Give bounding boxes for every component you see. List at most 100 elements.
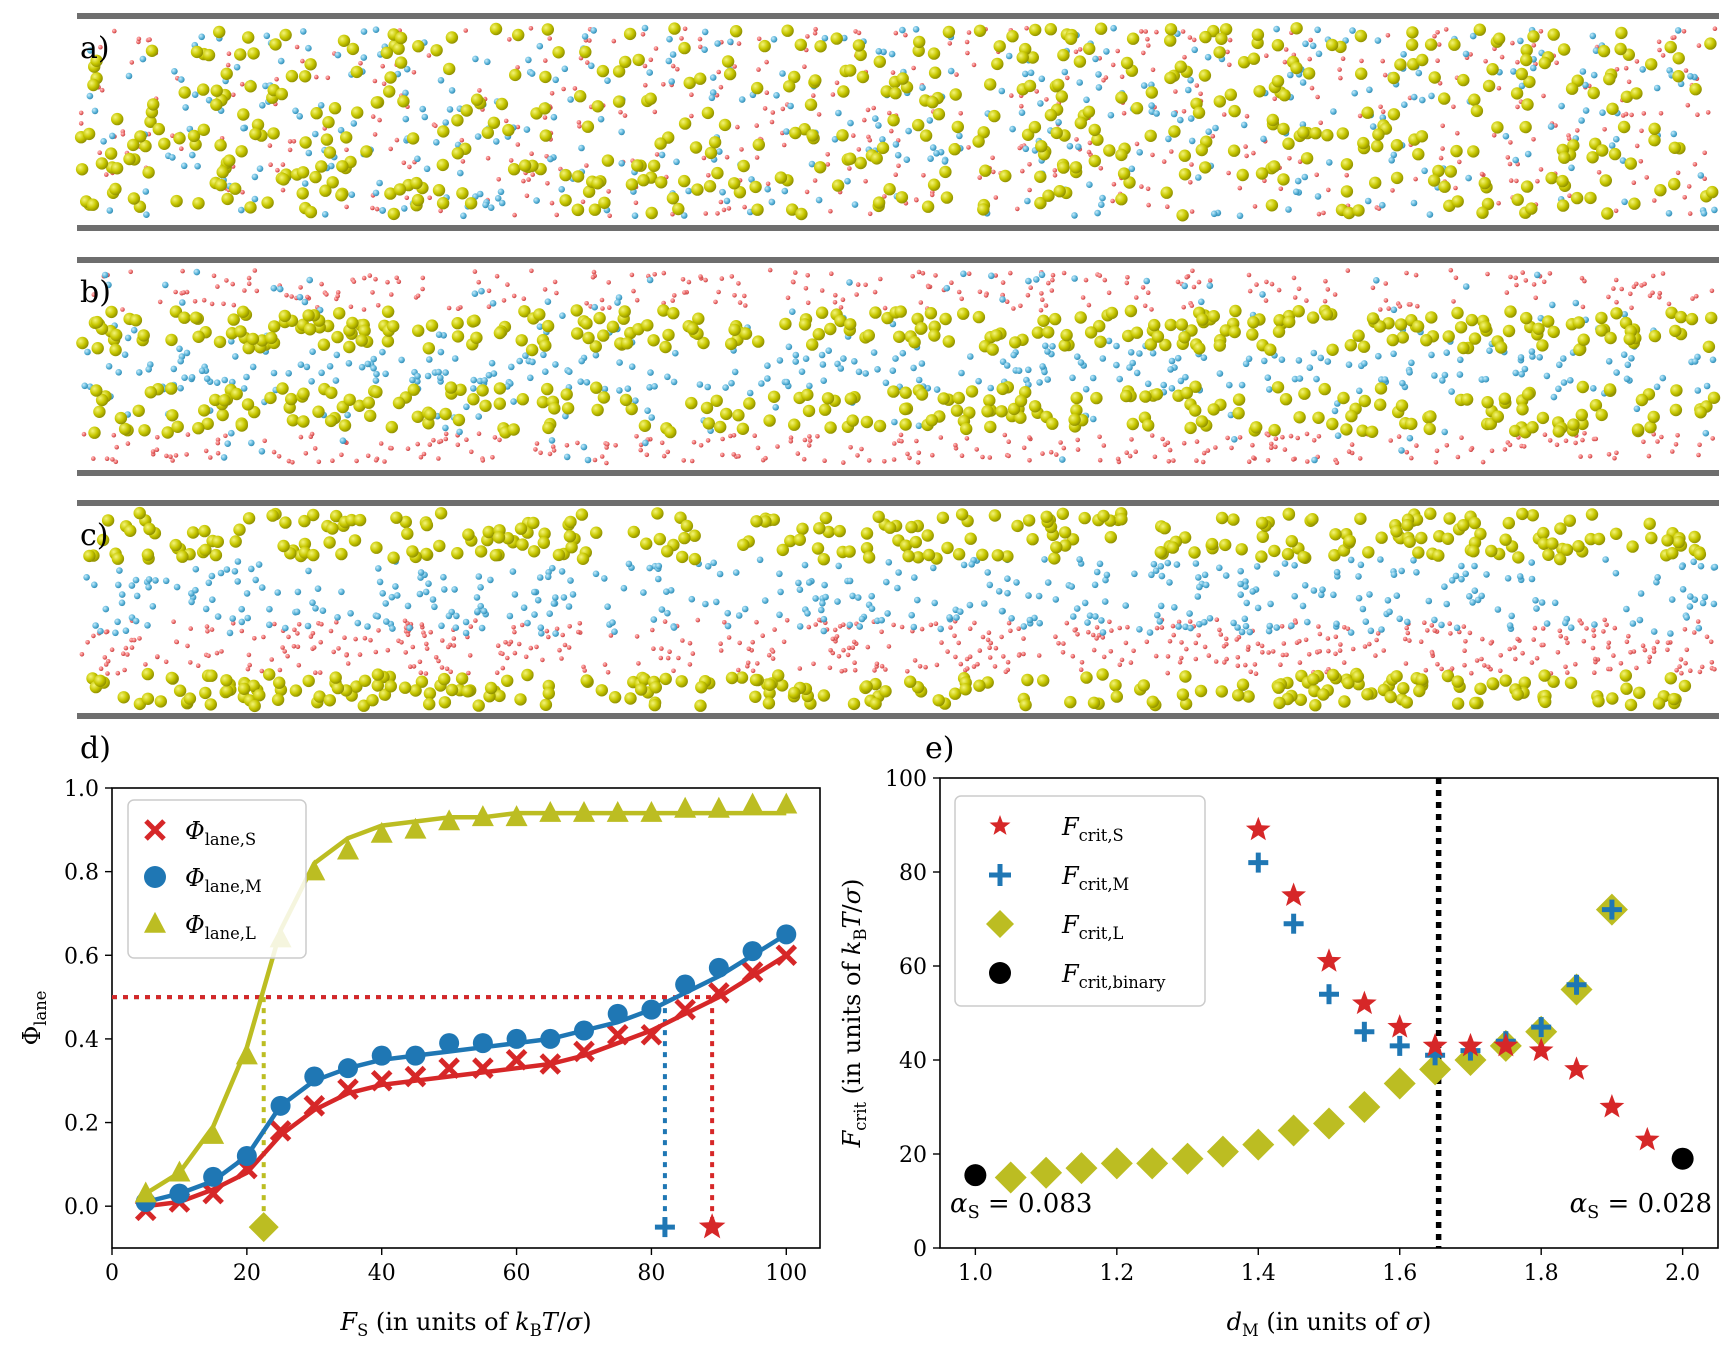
particle-s: [443, 436, 449, 442]
particle-s: [147, 37, 152, 42]
particle-m: [481, 377, 488, 384]
particle-m: [567, 96, 574, 103]
particle-s: [1469, 670, 1474, 676]
particle-s: [1048, 449, 1054, 455]
particle-s: [1189, 303, 1195, 308]
particle-s: [833, 292, 838, 298]
particle-s: [1647, 654, 1653, 660]
particle-m: [263, 32, 271, 40]
particle-l: [833, 524, 846, 538]
particle-m: [145, 583, 152, 591]
particle-s: [1611, 653, 1616, 658]
particle-m: [825, 347, 832, 355]
particle-s: [806, 443, 812, 448]
particle-m: [631, 212, 639, 219]
particle-l: [1255, 550, 1268, 563]
particle-s: [368, 637, 373, 643]
particle-m: [1166, 579, 1173, 586]
particle-s: [1515, 104, 1520, 110]
particle-l: [686, 322, 699, 335]
particle-l: [538, 527, 551, 540]
particle-s: [732, 64, 737, 69]
particle-l: [317, 338, 331, 351]
particle-s: [1628, 650, 1633, 655]
particle-s: [1234, 637, 1239, 642]
particle-m: [482, 201, 489, 209]
particle-s: [1480, 636, 1485, 642]
particle-s: [367, 273, 373, 278]
particle-m: [487, 576, 494, 584]
data-point: [1531, 1017, 1552, 1038]
particle-m: [234, 578, 241, 585]
particle-s: [919, 626, 925, 632]
particle-m: [1621, 311, 1628, 318]
particle-s: [851, 639, 857, 645]
particle-s: [848, 445, 853, 450]
particle-l: [899, 539, 913, 552]
particle-s: [1432, 628, 1437, 633]
particle-l: [358, 324, 371, 337]
particle-s: [505, 655, 510, 661]
particle-m: [132, 576, 140, 584]
particle-s: [785, 295, 791, 301]
particle-l: [928, 320, 941, 333]
particle-m: [337, 126, 345, 134]
particle-m: [1238, 381, 1246, 389]
particle-s: [592, 457, 598, 463]
particle-l: [735, 671, 749, 684]
particle-m: [203, 375, 211, 383]
particle-s: [1297, 660, 1303, 665]
particle-l: [781, 24, 794, 37]
particle-s: [1534, 655, 1540, 661]
particle-m: [360, 54, 368, 61]
particle-m: [616, 359, 623, 366]
particle-l: [552, 46, 565, 59]
particle-m: [401, 205, 408, 212]
particle-m: [372, 189, 380, 197]
particle-m: [448, 87, 456, 94]
particle-m: [1413, 569, 1420, 576]
particle-s: [736, 41, 742, 46]
particle-l: [213, 25, 226, 39]
particle-s: [651, 646, 656, 651]
wall-bottom-a: [77, 225, 1719, 231]
particle-l: [220, 674, 233, 687]
panel-label-a: a): [80, 31, 110, 66]
particle-m: [1448, 388, 1455, 395]
particle-s: [1409, 455, 1414, 461]
particle-l: [263, 668, 276, 681]
particle-s: [300, 58, 305, 64]
particle-s: [296, 622, 302, 627]
particle-s: [1052, 168, 1058, 173]
particle-m: [1039, 363, 1046, 370]
particle-s: [277, 667, 283, 673]
particle-s: [638, 447, 643, 453]
particle-s: [1670, 449, 1675, 454]
particle-s: [760, 633, 765, 638]
particle-m: [668, 78, 675, 85]
particle-l: [1326, 343, 1339, 356]
particle-l: [1053, 185, 1066, 198]
particle-s: [1169, 149, 1174, 154]
particle-m: [1572, 299, 1580, 307]
panel-label-d: d): [80, 731, 111, 766]
particle-s: [1683, 68, 1689, 73]
crossing-marker: [698, 1213, 726, 1239]
particle-s: [269, 657, 275, 662]
particle-s: [582, 668, 587, 673]
particle-s: [1003, 669, 1009, 675]
particle-l: [751, 81, 764, 95]
particle-l: [482, 525, 495, 539]
data-point: [337, 1078, 359, 1100]
particle-m: [1441, 428, 1448, 436]
particle-m: [770, 36, 778, 43]
particle-m: [748, 176, 755, 183]
particle-m: [620, 584, 628, 592]
particle-m: [529, 358, 536, 366]
snapshot-panel-b: b): [76, 257, 1721, 476]
particle-s: [1061, 641, 1066, 646]
particle-s: [966, 145, 971, 150]
particle-s: [125, 652, 130, 657]
particle-m: [252, 576, 259, 584]
particle-s: [728, 433, 733, 439]
